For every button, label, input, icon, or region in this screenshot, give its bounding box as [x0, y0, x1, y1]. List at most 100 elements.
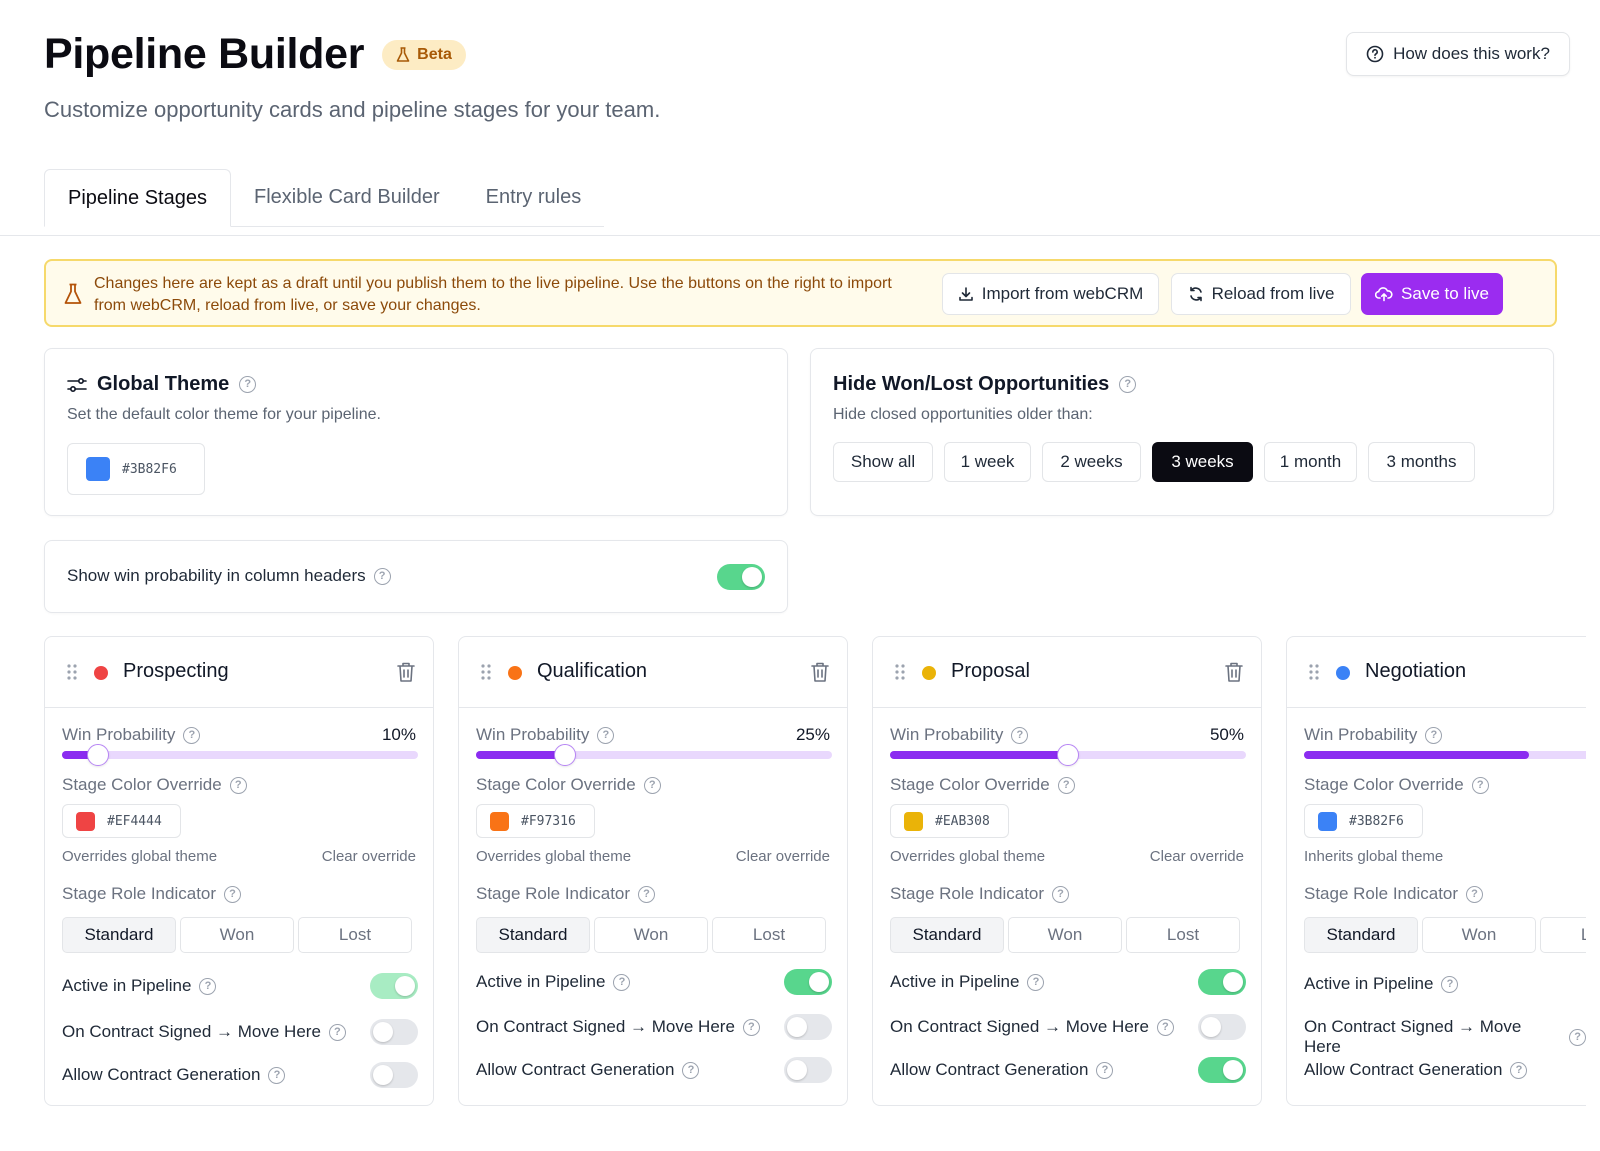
slider-thumb[interactable]	[1057, 744, 1079, 766]
role-lost-option[interactable]: Lost	[1540, 917, 1586, 953]
role-won-option[interactable]: Won	[1422, 917, 1536, 953]
stage-color-override-label-row: Stage Color Override?	[62, 775, 247, 795]
help-icon[interactable]: ?	[373, 567, 391, 585]
clear-override-link[interactable]: Clear override	[321, 848, 416, 865]
help-icon[interactable]: ?	[1425, 726, 1443, 744]
color-swatch	[86, 457, 110, 481]
reload-from-live-button[interactable]: Reload from live	[1171, 273, 1351, 315]
how-does-this-work-button[interactable]: How does this work?	[1346, 32, 1570, 76]
role-won-option[interactable]: Won	[1008, 917, 1122, 953]
allow-contract-generation-toggle[interactable]	[1198, 1057, 1246, 1083]
stage-color-picker[interactable]: #EF4444	[62, 804, 181, 838]
role-standard-option[interactable]: Standard	[1304, 917, 1418, 953]
option-3-weeks[interactable]: 3 weeks	[1152, 442, 1253, 482]
win-probability-header-toggle[interactable]	[717, 564, 765, 590]
tab-flexible-card-builder[interactable]: Flexible Card Builder	[230, 169, 463, 227]
active-in-pipeline-toggle[interactable]	[370, 973, 418, 999]
trash-icon[interactable]	[396, 661, 416, 683]
help-icon[interactable]: ?	[1027, 973, 1045, 991]
help-icon[interactable]: ?	[1569, 1028, 1586, 1046]
stage-color-picker[interactable]: #EAB308	[890, 804, 1009, 838]
contract-signed-label: On Contract Signed → Move Here	[62, 1022, 321, 1041]
tab-entry-rules[interactable]: Entry rules	[462, 169, 605, 227]
contract-signed-toggle[interactable]	[370, 1019, 418, 1045]
win-probability-slider[interactable]	[1304, 751, 1586, 759]
stage-color-picker[interactable]: #F97316	[476, 804, 595, 838]
help-icon[interactable]: ?	[1096, 1061, 1114, 1079]
help-icon[interactable]: ?	[613, 973, 631, 991]
help-icon[interactable]: ?	[1441, 975, 1459, 993]
save-to-live-button[interactable]: Save to live	[1361, 273, 1503, 315]
help-icon[interactable]: ?	[328, 1023, 346, 1041]
contract-signed-row: On Contract Signed → Move Here?	[1304, 1017, 1586, 1057]
help-icon[interactable]: ?	[1466, 885, 1484, 903]
contract-signed-toggle[interactable]	[1198, 1014, 1246, 1040]
help-icon[interactable]: ?	[1119, 376, 1137, 393]
stage-name: Negotiation	[1365, 660, 1467, 682]
drag-handle-icon[interactable]	[67, 664, 77, 680]
stage-header: Qualification	[459, 637, 847, 708]
help-icon[interactable]: ?	[224, 885, 242, 903]
role-lost-option[interactable]: Lost	[712, 917, 826, 953]
help-icon[interactable]: ?	[1156, 1018, 1174, 1036]
option-1-month[interactable]: 1 month	[1264, 442, 1357, 482]
contract-signed-toggle[interactable]	[784, 1014, 832, 1040]
slider-thumb[interactable]	[86, 744, 109, 766]
help-icon[interactable]: ?	[597, 726, 615, 744]
role-won-option[interactable]: Won	[180, 917, 294, 953]
role-won-option[interactable]: Won	[594, 917, 708, 953]
clear-override-link[interactable]: Clear override	[1149, 848, 1244, 865]
option-show-all[interactable]: Show all	[833, 442, 933, 482]
help-icon[interactable]: ?	[183, 726, 201, 744]
allow-contract-generation-toggle[interactable]	[370, 1062, 418, 1088]
trash-icon[interactable]	[810, 661, 830, 683]
win-probability-slider[interactable]	[890, 744, 1246, 766]
active-in-pipeline-toggle[interactable]	[1198, 969, 1246, 995]
help-icon[interactable]: ?	[229, 776, 247, 794]
tab-pipeline-stages[interactable]: Pipeline Stages	[44, 169, 231, 227]
win-probability-label: Win Probability	[890, 725, 1004, 744]
help-icon[interactable]: ?	[239, 376, 257, 393]
help-icon[interactable]: ?	[268, 1066, 286, 1084]
active-in-pipeline-toggle[interactable]	[784, 969, 832, 995]
help-icon[interactable]: ?	[643, 776, 661, 794]
color-swatch	[1318, 811, 1337, 831]
option-1-week[interactable]: 1 week	[944, 442, 1031, 482]
help-icon[interactable]: ?	[1052, 885, 1070, 903]
help-icon[interactable]: ?	[682, 1061, 700, 1079]
help-icon[interactable]: ?	[1011, 726, 1029, 744]
overrides-global-note: Overrides global theme	[62, 848, 218, 865]
slider-thumb[interactable]	[554, 744, 576, 766]
drag-handle-icon[interactable]	[895, 664, 905, 680]
role-lost-option[interactable]: Lost	[1126, 917, 1240, 953]
draft-banner: Changes here are kept as a draft until y…	[44, 259, 1557, 327]
help-icon[interactable]: ?	[742, 1018, 760, 1036]
role-lost-option[interactable]: Lost	[298, 917, 412, 953]
clear-override-link[interactable]: Clear override	[735, 848, 830, 865]
option-3-months[interactable]: 3 months	[1368, 442, 1475, 482]
global-theme-heading: Global Theme ?	[67, 373, 257, 396]
drag-handle-icon[interactable]	[481, 664, 491, 680]
help-icon[interactable]: ?	[1057, 776, 1075, 794]
win-probability-slider[interactable]	[476, 744, 832, 766]
stage-color-hex: #EF4444	[107, 813, 162, 829]
role-standard-option[interactable]: Standard	[476, 917, 590, 953]
help-icon[interactable]: ?	[1471, 776, 1489, 794]
help-icon[interactable]: ?	[638, 885, 656, 903]
role-standard-option[interactable]: Standard	[890, 917, 1004, 953]
stage-color-picker[interactable]: #3B82F6	[1304, 804, 1423, 838]
drag-handle-icon[interactable]	[1309, 664, 1319, 680]
option-2-weeks[interactable]: 2 weeks	[1042, 442, 1141, 482]
role-standard-option[interactable]: Standard	[62, 917, 176, 953]
trash-icon[interactable]	[1224, 661, 1244, 683]
help-icon[interactable]: ?	[1510, 1061, 1528, 1079]
import-from-webcrm-button[interactable]: Import from webCRM	[942, 273, 1159, 315]
color-swatch	[490, 811, 509, 831]
allow-contract-generation-toggle[interactable]	[784, 1057, 832, 1083]
win-probability-slider[interactable]	[62, 744, 418, 766]
win-probability-value: 50%	[1209, 725, 1244, 744]
help-icon[interactable]: ?	[199, 977, 217, 995]
global-theme-color-picker[interactable]: #3B82F6	[67, 443, 205, 495]
stage-role-indicator-label-row: Stage Role Indicator?	[62, 884, 242, 904]
